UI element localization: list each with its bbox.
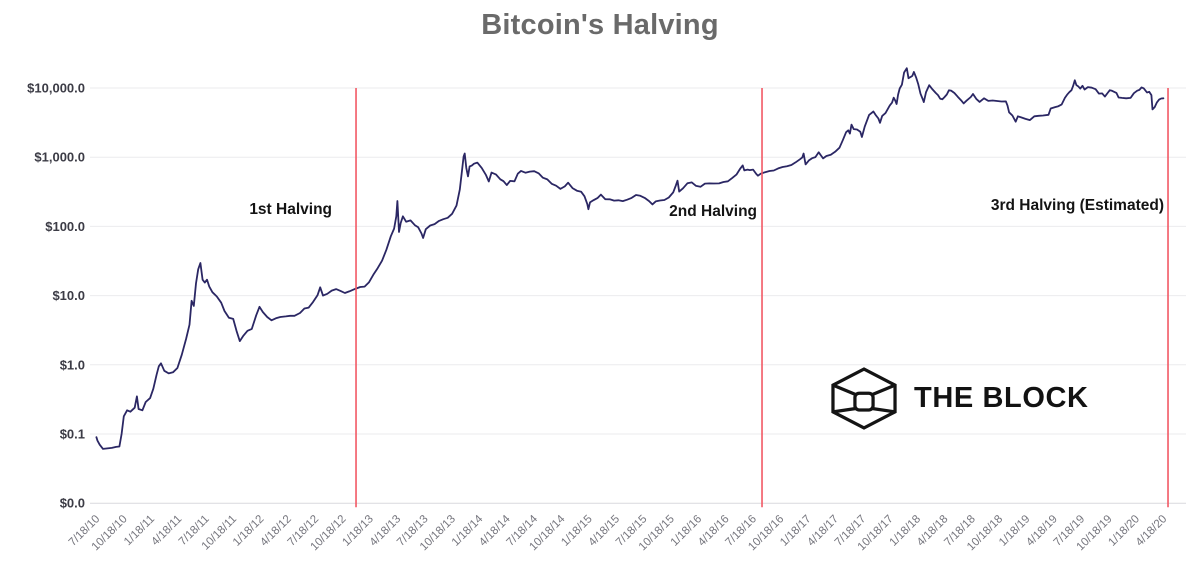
the-block-wordmark: THE BLOCK xyxy=(914,381,1089,414)
the-block-cube-icon xyxy=(831,366,897,430)
y-axis-tick-label: $1,000.0 xyxy=(34,150,85,165)
y-axis-tick-label: $0.1 xyxy=(60,427,85,442)
y-axis-tick-label: $100.0 xyxy=(45,219,85,234)
halving-label: 3rd Halving (Estimated) xyxy=(991,197,1164,214)
cube-edge xyxy=(832,406,857,413)
btc-price-line xyxy=(95,67,1165,450)
cube-edge xyxy=(871,406,896,413)
y-axis-tick-label: $10.0 xyxy=(52,288,85,303)
halving-label: 1st Halving xyxy=(249,201,332,218)
y-axis-tick-label: $1.0 xyxy=(60,357,85,372)
x-axis-tick-label: 4/18/20 xyxy=(1134,513,1170,549)
cube-inner-square xyxy=(853,391,875,412)
cube-edge xyxy=(871,383,896,396)
the-block-logo: THE BLOCK xyxy=(829,366,1089,430)
y-axis-tick-label: $0.0 xyxy=(60,496,85,511)
chart-title: Bitcoin's Halving xyxy=(481,9,719,41)
cube-outline xyxy=(831,366,897,430)
y-axis-tick-label: $10,000.0 xyxy=(27,81,85,96)
cube-edge xyxy=(832,383,857,396)
halving-label: 2nd Halving xyxy=(669,203,757,220)
